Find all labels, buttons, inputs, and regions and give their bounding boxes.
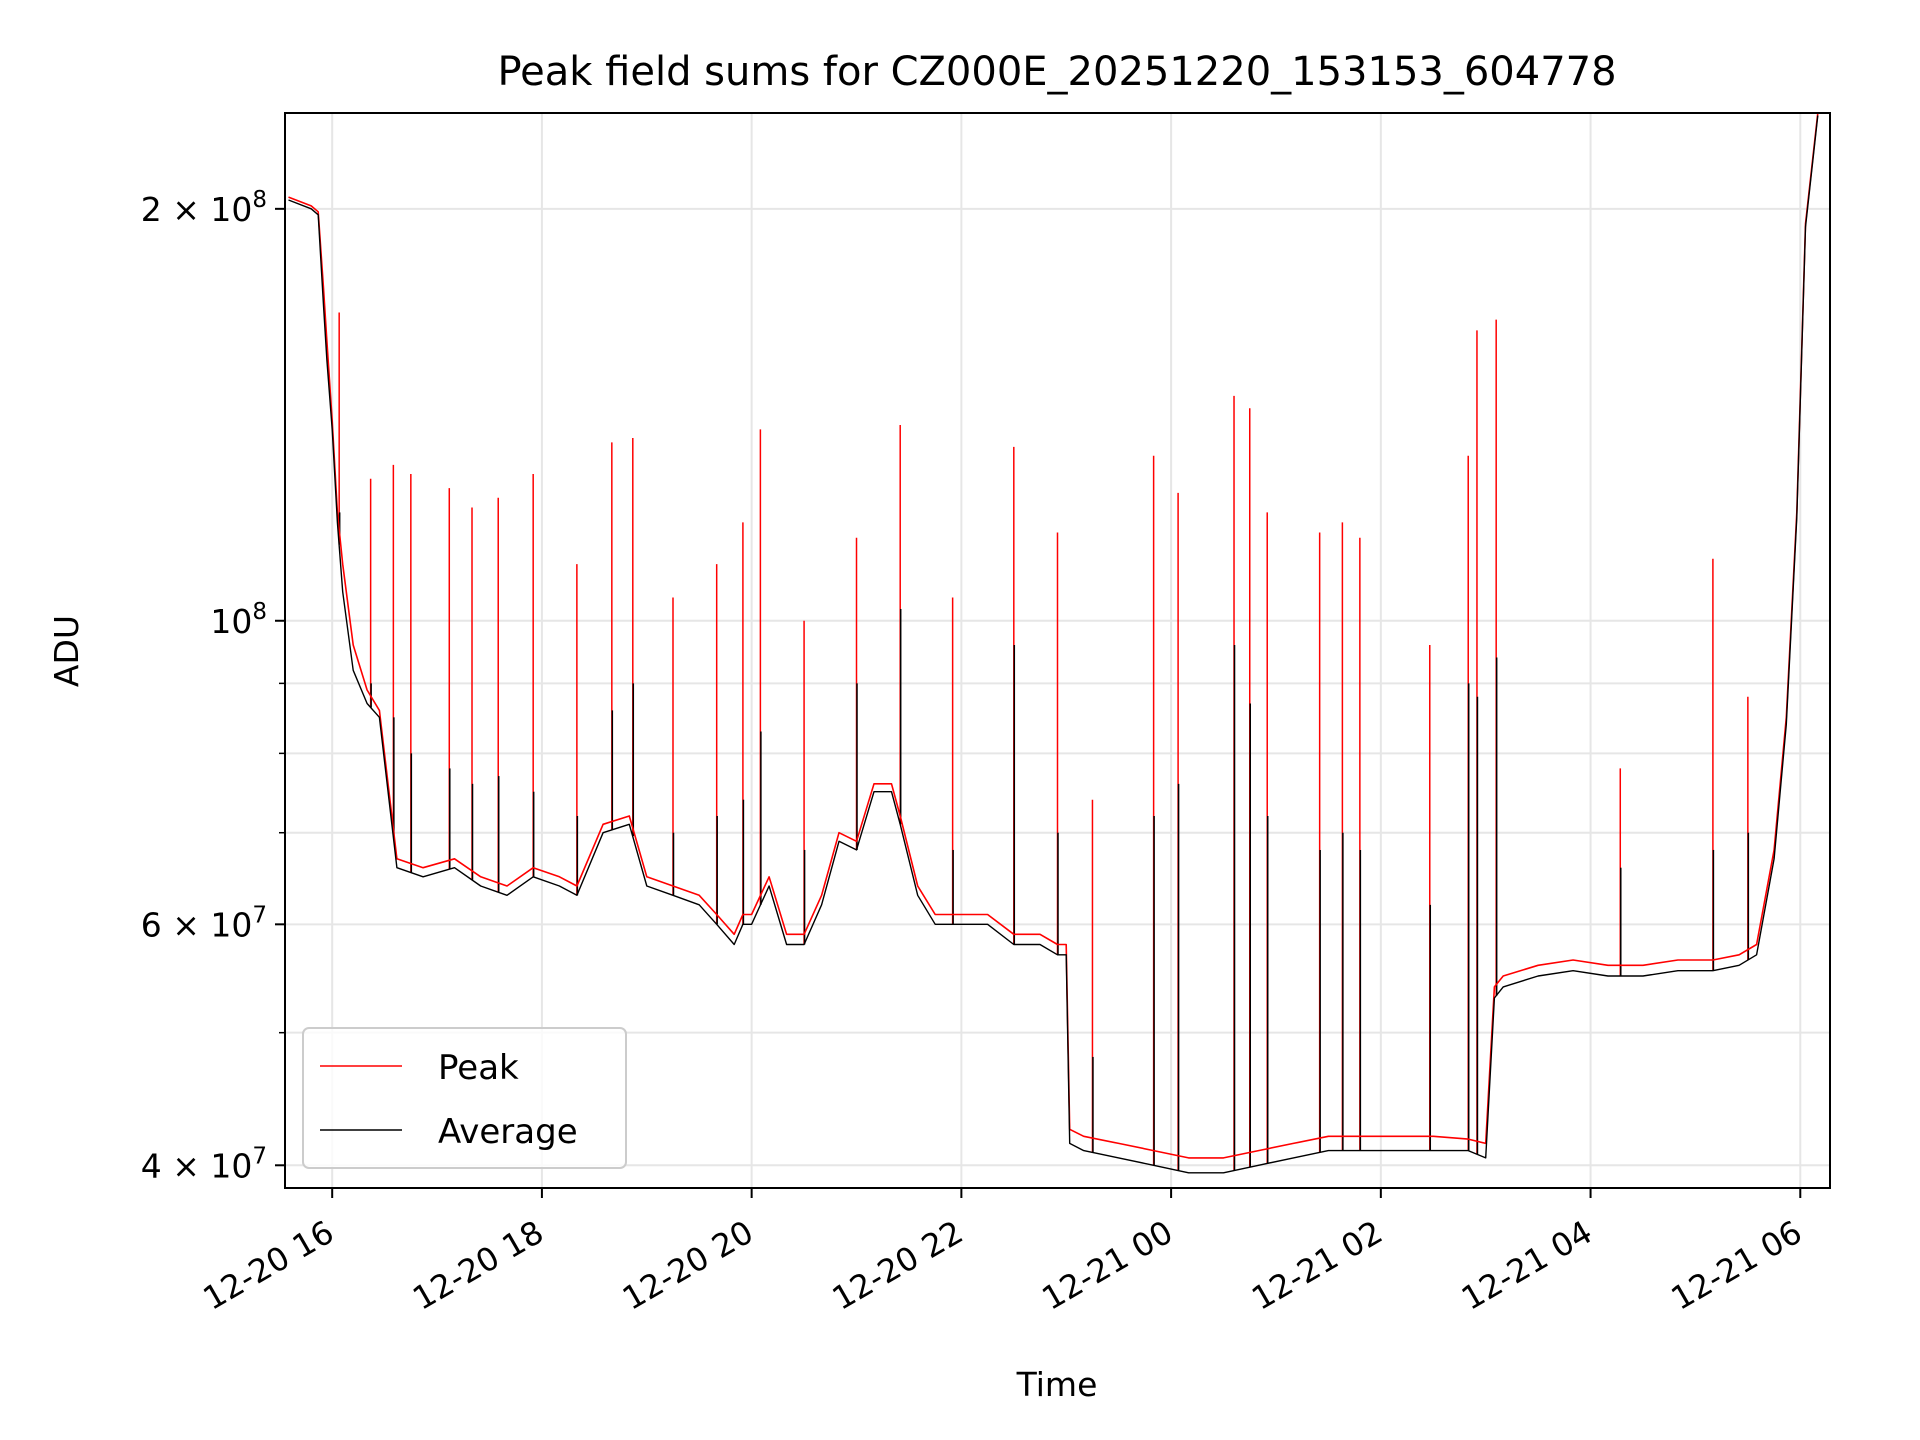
y-tick-label: 4 × 107 <box>141 1143 267 1185</box>
plot-area <box>288 112 1819 1174</box>
y-axis-label: ADU <box>47 615 86 687</box>
spikes <box>338 312 1750 1171</box>
y-tick-label: 6 × 107 <box>141 902 267 944</box>
series-average-line <box>288 115 1819 1174</box>
y-tick-label: 2 × 108 <box>141 187 267 229</box>
y-axis: 4 × 107 6 × 107 108 2 × 108 <box>141 187 285 1185</box>
series-peak-line <box>288 112 1819 1159</box>
legend-peak-label: Peak <box>438 1048 519 1088</box>
y-tick-label: 108 <box>210 599 267 641</box>
plot-frame <box>284 112 1831 1189</box>
x-axis-label: Time <box>1016 1365 1098 1404</box>
legend-box <box>302 1027 627 1169</box>
legend: Peak Average <box>302 1027 627 1169</box>
chart-title: Peak field sums for CZ000E_20251220_1531… <box>497 49 1616 95</box>
series <box>288 112 1819 1174</box>
legend-average-label: Average <box>438 1112 578 1152</box>
